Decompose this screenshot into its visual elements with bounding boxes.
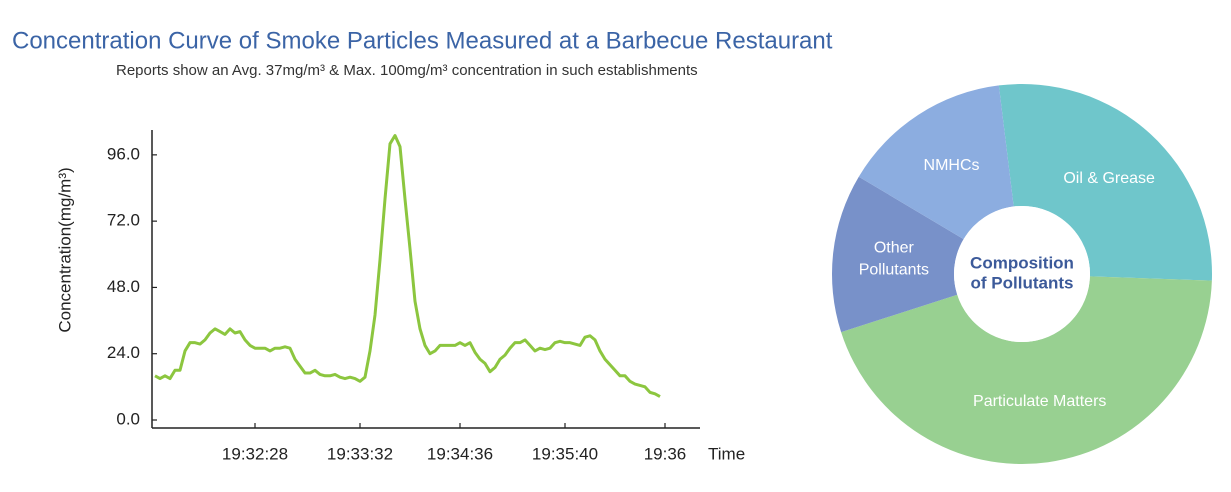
y-axis-label: Concentration(mg/m³) — [55, 167, 74, 332]
slice-label: Other Pollutants — [858, 239, 929, 279]
x-tick-label: 19:33:32 — [327, 444, 393, 463]
x-axis-label: Time — [708, 444, 745, 463]
y-tick-label: 24.0 — [107, 343, 140, 362]
pie-slice — [858, 85, 1014, 240]
y-tick-label: 0.0 — [116, 409, 140, 428]
donut-hole — [954, 206, 1090, 342]
x-tick-label: 19:34:36 — [427, 444, 493, 463]
pie-slice — [832, 176, 964, 333]
slice-label: Oil & Grease — [1063, 170, 1155, 188]
y-tick-label: 48.0 — [107, 277, 140, 296]
x-tick-label: 19:36 — [644, 444, 687, 463]
x-tick-label: 19:32:28 — [222, 444, 288, 463]
pie-slice — [841, 276, 1212, 465]
x-tick-label: 19:35:40 — [532, 444, 598, 463]
y-tick-label: 72.0 — [107, 211, 140, 230]
slice-label: NMHCs — [923, 157, 980, 175]
pie-slice — [998, 84, 1212, 281]
chart-subtitle: Reports show an Avg. 37mg/m³ & Max. 100m… — [116, 62, 698, 79]
line — [154, 134, 661, 398]
donut-center-title: Composition of Pollutants — [970, 253, 1074, 293]
y-tick-label: 96.0 — [107, 144, 140, 163]
slice-label: Particulate Matters — [973, 392, 1107, 410]
chart-title: Concentration Curve of Smoke Particles M… — [12, 27, 833, 54]
